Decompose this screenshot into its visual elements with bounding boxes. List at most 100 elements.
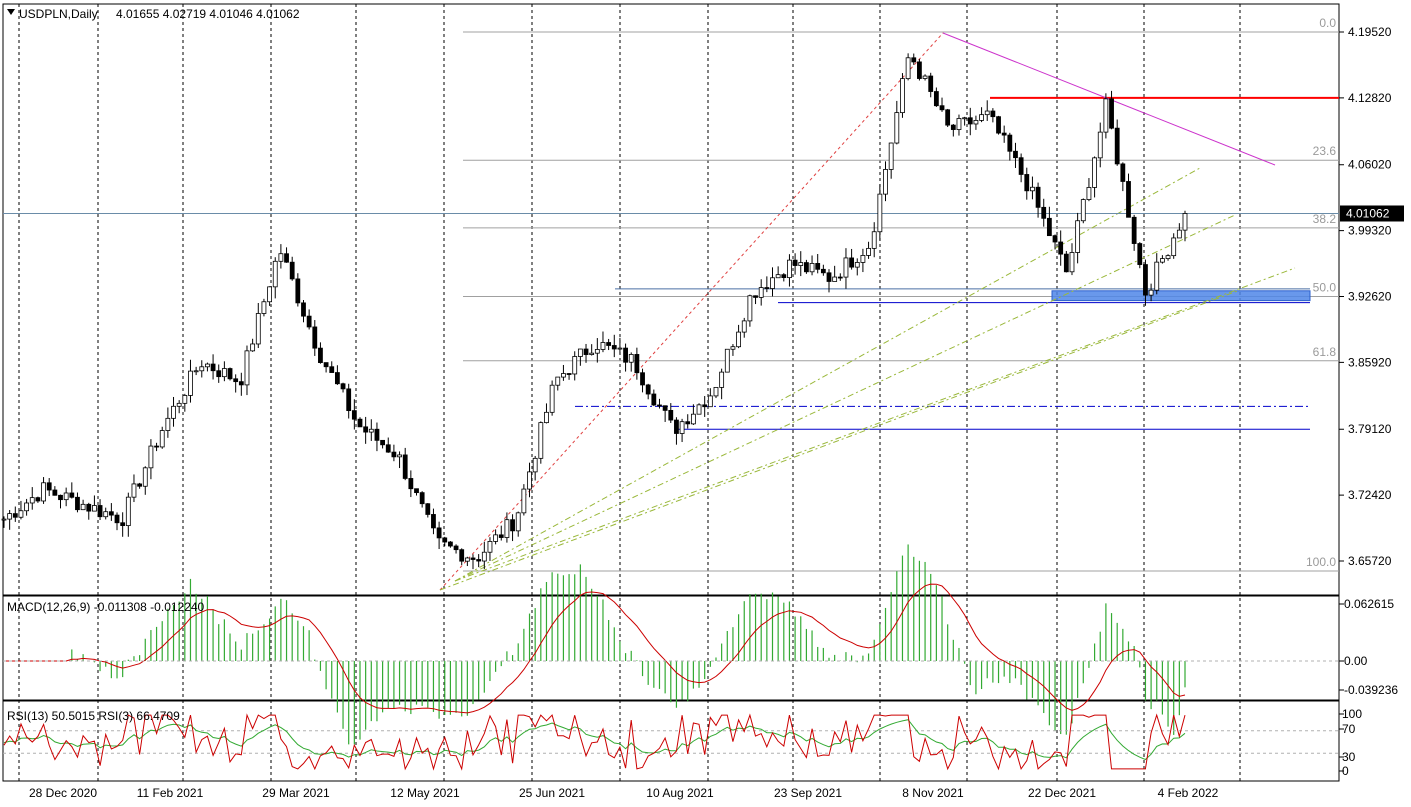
candle-body (171, 405, 176, 419)
rsi-tick-label: 100 (1342, 707, 1362, 721)
candle-body (1109, 98, 1114, 129)
candle-body (323, 362, 329, 368)
candle-body (1035, 186, 1041, 208)
candle-body (696, 404, 702, 415)
candle-body (905, 57, 911, 80)
current-price-badge (1340, 205, 1404, 222)
candle-body (973, 120, 979, 125)
candle-body (781, 274, 787, 279)
candle-body (702, 404, 708, 408)
candle-body (770, 277, 775, 289)
macd-tick-label: 0.00 (1344, 654, 1368, 668)
candle-body (611, 345, 617, 350)
candle-body (481, 551, 487, 562)
candle-body (538, 422, 544, 459)
candle-body (1080, 199, 1086, 222)
candle-body (645, 384, 651, 395)
current-price-label: 4.01062 (1346, 206, 1390, 220)
candle-body (979, 114, 984, 121)
candle-body (402, 454, 408, 479)
candle-body (431, 514, 436, 529)
candle-body (939, 105, 945, 111)
candle-body (1103, 98, 1109, 133)
macd-signal-line (4, 583, 1186, 714)
symbol-label: USDPLN,Daily (19, 7, 98, 21)
price-tick-label: 3.85920 (1348, 355, 1392, 369)
candle-body (679, 421, 685, 434)
candle-body (312, 326, 318, 349)
candle-body (86, 503, 92, 512)
candle-body (594, 349, 600, 354)
candle-body (425, 503, 431, 515)
candle-body (826, 272, 832, 282)
time-axis-label: 28 Dec 2020 (29, 786, 97, 800)
candle-body (651, 393, 657, 406)
candle-body (210, 363, 216, 372)
fib-level-label: 100.0 (1306, 555, 1336, 569)
candle-body (883, 169, 888, 195)
candle-body (165, 417, 171, 431)
candle-body (662, 405, 668, 411)
fib-level-label: 61.8 (1313, 345, 1337, 359)
candle-body (758, 287, 764, 298)
candle-body (1092, 157, 1097, 188)
candle-body (199, 366, 205, 372)
candle-body (24, 502, 30, 512)
rsi-3-line (3, 713, 1186, 771)
candle-body (1114, 127, 1120, 165)
candle-body (849, 257, 855, 268)
price-tick-label: 4.06020 (1348, 158, 1392, 172)
candle-body (668, 410, 674, 421)
candle-body (555, 376, 561, 386)
candle-body (1007, 134, 1013, 152)
price-tick-label: 4.19520 (1348, 25, 1392, 39)
candle-body (46, 482, 52, 491)
candle-body (628, 354, 634, 363)
candle-body (75, 496, 80, 511)
candle-body (289, 261, 295, 280)
candle-body (804, 262, 809, 273)
time-axis-label: 12 May 2021 (390, 786, 460, 800)
candle-body (216, 370, 222, 378)
price-tick-label: 3.65720 (1348, 554, 1392, 568)
candle-body (877, 193, 883, 233)
fib-level-label: 38.2 (1313, 212, 1337, 226)
macd-tick-label: -0.039236 (1344, 683, 1398, 697)
candle-body (363, 426, 369, 433)
candle-body (928, 75, 934, 92)
candle-body (278, 253, 284, 262)
candle-body (583, 348, 589, 355)
candle-body (487, 541, 493, 553)
support-zone (1051, 290, 1311, 302)
candle-body (1052, 235, 1058, 243)
candle-body (657, 404, 662, 407)
candle-body (267, 286, 272, 303)
candle-body (600, 342, 606, 350)
candle-body (1143, 264, 1148, 296)
candle-body (1018, 157, 1024, 175)
candle-body (108, 511, 114, 516)
candle-body (1148, 289, 1154, 296)
candle-body (741, 320, 747, 333)
rsi-series (3, 713, 1339, 771)
candle-body (295, 278, 301, 304)
time-axis-label: 11 Feb 2021 (137, 786, 204, 800)
candle-body (80, 503, 86, 511)
candle-body (470, 557, 476, 560)
time-axis-label: 23 Sep 2021 (774, 786, 842, 800)
candle-body (713, 386, 719, 397)
price-tick-label: 3.72420 (1348, 488, 1392, 502)
candle-body (351, 410, 357, 420)
candle-body (238, 381, 244, 386)
candle-body (566, 373, 572, 375)
candle-body (1176, 229, 1182, 239)
candle-body (357, 418, 363, 428)
candle-body (142, 467, 148, 487)
candle-body (97, 505, 103, 518)
candle-body (707, 395, 713, 408)
time-axis-label: 25 Jun 2021 (519, 786, 585, 800)
time-axis-label: 29 Mar 2021 (262, 786, 330, 800)
time-axis-label: 4 Feb 2022 (1158, 786, 1219, 800)
symbol-dropdown-icon[interactable] (7, 9, 15, 15)
